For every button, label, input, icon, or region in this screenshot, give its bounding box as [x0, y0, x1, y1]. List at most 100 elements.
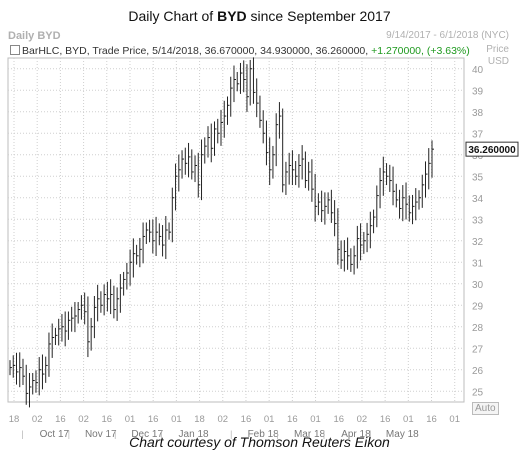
ohlc-bar: [74, 302, 77, 333]
month-separator: |: [21, 429, 23, 440]
chart-header-left: Daily BYD: [8, 30, 61, 42]
ohlc-bar: [230, 76, 233, 117]
ohlc-bar: [226, 96, 230, 125]
ohlc-bar: [301, 145, 305, 180]
ohlc-bar: [67, 311, 71, 340]
ohlc-bar: [201, 139, 204, 201]
x-tick-label: 01: [125, 414, 136, 425]
ohlc-bar: [168, 222, 172, 240]
ohlc-bar: [210, 123, 214, 163]
month-separator: |: [114, 429, 116, 440]
ohlc-bar: [269, 137, 272, 186]
auto-scale-button[interactable]: Auto: [472, 402, 499, 415]
ohlc-bar: [373, 209, 376, 234]
x-tick-label: 16: [287, 414, 298, 425]
ohlc-bar: [165, 216, 168, 260]
y-tick-label: 31: [472, 258, 484, 269]
legend-toggle-icon[interactable]: [10, 45, 20, 55]
x-tick-label: 01: [171, 414, 182, 425]
y-tick-label: 30: [472, 280, 484, 291]
ohlc-bar: [262, 110, 266, 144]
ohlc-bar: [35, 370, 38, 393]
ohlc-bar: [233, 65, 236, 103]
month-separator: |: [230, 429, 232, 440]
ohlc-bar: [129, 249, 133, 286]
ohlc-bar: [288, 152, 292, 185]
y-tick-label: 35: [472, 172, 484, 183]
ohlc-bar: [379, 167, 383, 209]
x-tick-label: 16: [101, 414, 112, 425]
x-tick-label: 16: [241, 414, 252, 425]
ohlc-bar: [204, 137, 207, 164]
ohlc-bar: [132, 238, 136, 278]
ohlc-bar: [308, 161, 311, 191]
ohlc-bar: [113, 285, 116, 319]
y-tick-label: 34: [472, 194, 484, 205]
x-tick-label: 02: [217, 414, 228, 425]
ohlc-bar: [425, 161, 428, 198]
x-tick-label: 18: [194, 414, 205, 425]
plot-frame: [7, 57, 465, 403]
ohlc-bar: [314, 173, 318, 222]
ohlc-bar: [340, 240, 344, 269]
ohlc-bar: [77, 302, 81, 324]
x-tick-label: 01: [310, 414, 321, 425]
y-tick-label: 38: [472, 108, 484, 119]
chart-title: Daily Chart of BYD since September 2017: [128, 8, 391, 24]
ohlc-bar: [291, 150, 295, 186]
ohlc-bar: [162, 225, 165, 257]
ohlc-bar: [41, 354, 45, 390]
ohlc-bar: [19, 352, 22, 388]
x-tick-label: 02: [32, 414, 43, 425]
ohlc-bar: [363, 231, 366, 254]
ohlc-bar: [181, 150, 185, 179]
ohlc-bar: [178, 154, 181, 192]
ohlc-bar: [61, 314, 64, 342]
ohlc-bar: [376, 185, 379, 228]
ohlc-bar: [136, 244, 139, 265]
ohlc-bar: [343, 240, 347, 272]
ohlc-bar: [155, 216, 159, 257]
x-tick-label: 16: [148, 414, 159, 425]
ohlc-bar: [239, 62, 243, 94]
ohlc-bar: [353, 245, 357, 275]
ohlc-bar: [324, 192, 327, 225]
ohlc-bar: [327, 192, 331, 214]
x-tick-label: 01: [449, 414, 460, 425]
ohlc-bar: [152, 219, 155, 254]
ohlc-bar: [236, 71, 240, 92]
ohlc-bar: [334, 200, 337, 237]
ohlc-bar: [275, 113, 279, 167]
x-month-label: Oct 17: [40, 429, 70, 440]
x-month-label: Mar 18: [294, 429, 326, 440]
ohlc-bar: [408, 195, 412, 222]
month-separator: |: [68, 429, 70, 440]
ohlc-bar: [191, 149, 194, 180]
ohlc-bar: [12, 355, 16, 378]
ohlc-bar: [418, 190, 422, 210]
ohlc-bar: [265, 120, 269, 166]
month-separator: |: [160, 429, 162, 440]
ohlc-bar: [392, 166, 396, 206]
ohlc-bar: [119, 274, 123, 313]
last-price-box: [465, 141, 519, 157]
ohlc-bar: [223, 100, 227, 138]
ohlc-bar: [71, 306, 74, 332]
y-tick-label: 29: [472, 301, 484, 312]
ohlc-bar: [347, 237, 350, 270]
ohlc-bar: [90, 317, 94, 351]
x-month-label: Apr 18: [341, 429, 371, 440]
ohlc-bar: [158, 223, 162, 246]
ohlc-bar: [415, 188, 418, 221]
ohlc-bar: [87, 296, 90, 358]
ohlc-bar: [84, 292, 87, 325]
ohlc-bar: [428, 148, 431, 190]
ohlc-bar: [207, 126, 211, 158]
ohlc-bar: [126, 262, 129, 290]
ohlc-bar: [110, 279, 113, 315]
month-separator: |: [369, 429, 371, 440]
ohlc-bar: [22, 358, 25, 386]
ohlc-bar: [15, 352, 19, 385]
ohlc-bar: [399, 189, 402, 219]
